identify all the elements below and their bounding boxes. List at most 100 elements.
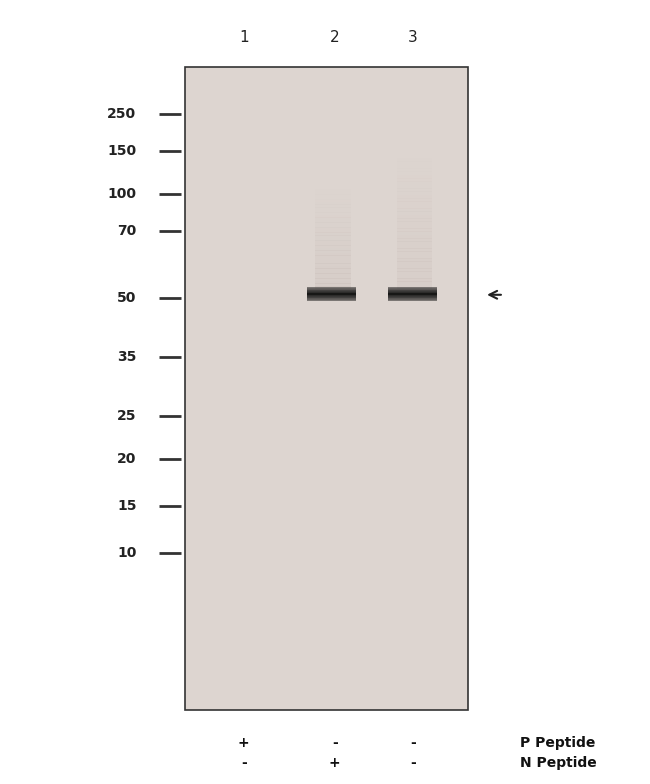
Bar (396, 162, 432, 165)
Bar (396, 225, 432, 229)
Bar (315, 260, 351, 263)
Text: 250: 250 (107, 107, 136, 121)
Bar (396, 201, 432, 205)
Bar (396, 274, 432, 279)
Bar (396, 212, 432, 216)
Bar (396, 248, 432, 252)
Bar (315, 220, 351, 223)
Bar (396, 258, 432, 262)
Bar (315, 278, 351, 281)
Text: 70: 70 (117, 224, 136, 238)
Bar (315, 238, 351, 241)
Bar (396, 175, 432, 179)
Bar (396, 165, 432, 169)
Bar (315, 230, 351, 233)
Bar (315, 256, 351, 259)
Bar (396, 228, 432, 232)
Text: -: - (410, 756, 415, 770)
Bar (315, 263, 351, 266)
Bar (315, 240, 351, 243)
Bar (396, 168, 432, 172)
Text: 150: 150 (107, 143, 136, 158)
Bar (315, 266, 351, 269)
Bar (396, 205, 432, 209)
Text: -: - (332, 736, 337, 750)
Bar (315, 258, 351, 261)
Bar (396, 245, 432, 249)
Bar (315, 276, 351, 279)
Bar (396, 252, 432, 256)
Bar (396, 255, 432, 259)
Bar (315, 284, 351, 286)
Bar (315, 268, 351, 271)
Bar (315, 197, 351, 200)
Text: +: + (329, 756, 341, 770)
Text: 35: 35 (117, 350, 136, 364)
Bar (396, 271, 432, 275)
Bar (315, 250, 351, 253)
Bar (396, 281, 432, 285)
Bar (315, 281, 351, 284)
Text: 10: 10 (117, 546, 136, 560)
Bar (315, 286, 351, 289)
Bar (315, 225, 351, 228)
Bar (396, 154, 432, 159)
Bar (396, 221, 432, 226)
Text: 3: 3 (408, 30, 417, 45)
Bar (315, 199, 351, 202)
Bar (315, 194, 351, 198)
Text: 50: 50 (117, 291, 136, 305)
Bar (396, 172, 432, 176)
Bar (315, 212, 351, 215)
Text: P Peptide: P Peptide (520, 736, 595, 750)
Bar (396, 215, 432, 219)
Text: N Peptide: N Peptide (520, 756, 597, 770)
Bar (315, 233, 351, 235)
Bar (315, 209, 351, 212)
Bar (315, 270, 351, 274)
Bar (315, 223, 351, 225)
Bar (315, 227, 351, 230)
Bar (396, 234, 432, 239)
Bar (396, 231, 432, 235)
Text: 100: 100 (107, 187, 136, 201)
Text: +: + (238, 736, 250, 750)
Text: 20: 20 (117, 452, 136, 466)
Bar (396, 158, 432, 162)
Bar (396, 238, 432, 242)
Text: -: - (410, 736, 415, 750)
Bar (315, 192, 351, 194)
Text: 1: 1 (239, 30, 248, 45)
Bar (315, 207, 351, 210)
Bar (315, 274, 351, 276)
Text: 15: 15 (117, 499, 136, 513)
Bar (396, 265, 432, 269)
Bar (396, 268, 432, 272)
Bar (396, 178, 432, 182)
Text: 2: 2 (330, 30, 339, 45)
Bar (315, 202, 351, 205)
Bar (315, 189, 351, 192)
Text: 25: 25 (117, 408, 136, 423)
Bar (396, 208, 432, 212)
Bar (396, 185, 432, 189)
Bar (185, 67, 468, 710)
Bar (315, 217, 351, 220)
Bar (315, 235, 351, 238)
Bar (315, 248, 351, 251)
Bar (315, 245, 351, 249)
Bar (396, 278, 432, 282)
Bar (396, 218, 432, 222)
Bar (315, 215, 351, 218)
Bar (396, 181, 432, 186)
Bar (315, 253, 351, 256)
Bar (315, 205, 351, 208)
Bar (396, 194, 432, 199)
Bar (315, 187, 351, 190)
Bar (396, 285, 432, 289)
Bar (396, 191, 432, 195)
Bar (396, 241, 432, 245)
Bar (315, 243, 351, 245)
Bar (396, 198, 432, 202)
Bar (396, 188, 432, 192)
